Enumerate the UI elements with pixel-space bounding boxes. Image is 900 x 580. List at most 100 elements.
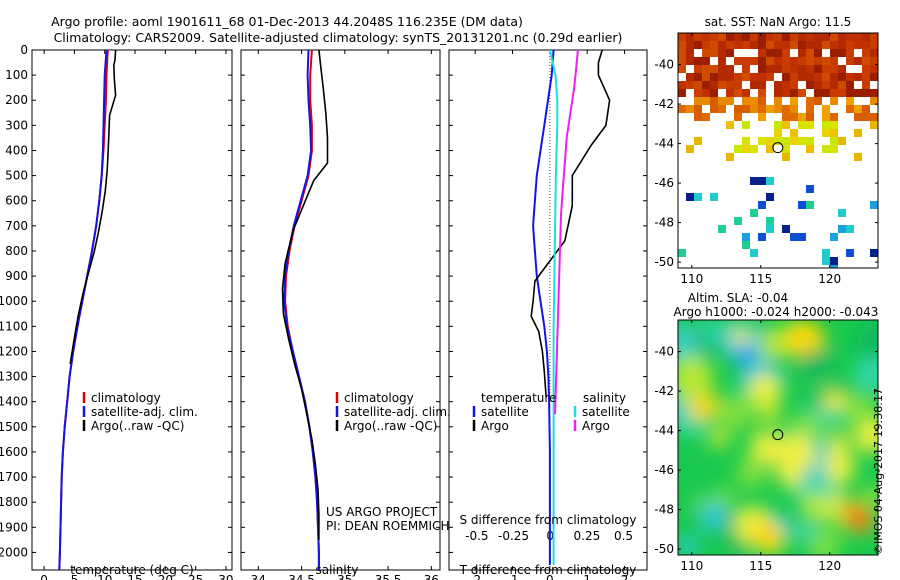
- salinity-xlabel: salinity: [315, 563, 358, 577]
- temperature-xlabel: temperature (deg C): [70, 563, 193, 577]
- series-line-satellite: [548, 49, 559, 565]
- series-line-argo: [530, 49, 611, 397]
- x-tick-label: -1: [507, 573, 519, 580]
- y-tick-label: -42: [654, 97, 674, 111]
- legend-label-t-satellite: satellite: [481, 405, 529, 419]
- y-tick-label: 1100: [0, 319, 28, 333]
- x-tick-label: 0: [546, 573, 554, 580]
- y-tick-label: 700: [5, 219, 28, 233]
- x-tick-label: 36: [424, 573, 439, 580]
- y-tick-label: -48: [654, 503, 674, 517]
- legend-label-climatology: climatology: [344, 391, 414, 405]
- salinity-axis-ticks: 34 34.5 35 35.5 36: [241, 49, 440, 580]
- y-tick-label: 800: [5, 244, 28, 258]
- x2-tick-label: -0.25: [498, 529, 529, 543]
- x-tick-label: 35: [337, 573, 352, 580]
- sla-map-frame: [677, 319, 879, 556]
- y-tick-label: 200: [5, 93, 28, 107]
- legend-title-salinity: salinity: [583, 391, 626, 405]
- sst-map-field: [678, 33, 878, 268]
- y-tick-label: -48: [654, 216, 674, 230]
- x-tick-label: 0: [40, 573, 48, 580]
- difference-xlabel: T difference from climatology: [459, 563, 637, 577]
- x-tick-label: 110: [680, 272, 703, 286]
- y-tick-label: -50: [654, 255, 674, 269]
- sla-map-title: Altim. SLA: -0.04: [688, 291, 788, 305]
- sst-map-ticks: 110 115 120 -40 -42 -44 -46 -48 -50: [654, 33, 878, 286]
- temperature-series: [58, 49, 117, 571]
- x-tick-label: 25: [188, 573, 203, 580]
- y-tick-label: 1000: [0, 294, 28, 308]
- sla-map-field: [678, 320, 878, 555]
- temperature-legend: climatology satellite-adj. clim. Argo(..…: [82, 391, 198, 433]
- project-annotation: US ARGO PROJECT: [326, 505, 438, 519]
- salinity-legend: climatology satellite-adj. clim. Argo(..…: [335, 391, 451, 433]
- x-tick-label: 20: [158, 573, 173, 580]
- y-tick-label: -44: [654, 137, 674, 151]
- x-tick-label: 30: [218, 573, 233, 580]
- y-tick-label: 1900: [0, 520, 28, 534]
- y-tick-label: -50: [654, 542, 674, 556]
- x2-tick-label: 0.25: [574, 529, 601, 543]
- sst-argo-location-marker: [772, 142, 784, 154]
- y-tick-label: 1800: [0, 495, 28, 509]
- x-tick-label: 120: [818, 272, 841, 286]
- temperature-panel-frame: [31, 49, 233, 571]
- difference-legend: temperature salinity satellite Argo sate…: [472, 391, 630, 433]
- series-line-argo---raw--qc-: [281, 49, 329, 540]
- difference-panel-frame: [448, 49, 648, 571]
- x-tick-label: 5: [71, 573, 79, 580]
- y-tick-label: -44: [654, 424, 674, 438]
- legend-label-s-argo: Argo: [582, 419, 610, 433]
- y-tick-label: 900: [5, 269, 28, 283]
- x-tick-label: -2: [469, 573, 481, 580]
- x-tick-label: 34.5: [288, 573, 315, 580]
- y-tick-label: -46: [654, 463, 674, 477]
- y-tick-label: 100: [5, 68, 28, 82]
- x-tick-label: 1: [583, 573, 591, 580]
- y-tick-label: 300: [5, 118, 28, 132]
- y-tick-label: 0: [20, 43, 28, 57]
- legend-label-argo: Argo(..raw -QC): [91, 419, 184, 433]
- series-line-argo: [554, 49, 579, 415]
- sla-map-subtitle: Argo h1000: -0.024 h2000: -0.043: [674, 305, 879, 319]
- x-tick-label: 110: [680, 559, 703, 573]
- y-tick-label: -40: [654, 345, 674, 359]
- legend-label-satellite: satellite-adj. clim.: [91, 405, 198, 419]
- y-tick-label: 500: [5, 169, 28, 183]
- legend-label-argo: Argo(..raw -QC): [344, 419, 437, 433]
- x-tick-label: 115: [749, 559, 772, 573]
- y-tick-label: 600: [5, 194, 28, 208]
- difference-series: [530, 49, 611, 565]
- series-line-satellite-adj--clim-: [283, 49, 320, 570]
- legend-title-temperature: temperature: [481, 391, 556, 405]
- y-tick-label: 1300: [0, 370, 28, 384]
- salinity-panel-frame: [240, 49, 441, 571]
- series-line-satellite-adj--clim-: [58, 49, 108, 571]
- sla-argo-location-marker: [772, 429, 784, 441]
- figure-title-line1: Argo profile: aoml 1901611_68 01-Dec-201…: [51, 14, 523, 29]
- series-line-climatology: [284, 49, 320, 570]
- y-tick-label: 400: [5, 143, 28, 157]
- series-line-climatology: [58, 49, 109, 571]
- sla-map-ticks: 110 115 120 -40 -42 -44 -46 -48 -50: [654, 320, 878, 573]
- series-line-argo---raw--qc-: [69, 49, 117, 365]
- temperature-axis-ticks: 0100200300400500600700800900100011001200…: [0, 43, 234, 580]
- pi-annotation: PI: DEAN ROEMMICH: [326, 519, 449, 533]
- legend-label-climatology: climatology: [91, 391, 161, 405]
- salinity-series: [281, 49, 329, 570]
- y-tick-label: 1700: [0, 470, 28, 484]
- legend-label-satellite: satellite-adj. clim.: [344, 405, 451, 419]
- x-tick-label: 120: [818, 559, 841, 573]
- x2-tick-label: -0.5: [465, 529, 488, 543]
- sst-map-frame: [677, 32, 879, 269]
- x-tick-label: 15: [127, 573, 142, 580]
- y-tick-label: -40: [654, 58, 674, 72]
- x-tick-label: 34: [251, 573, 266, 580]
- y-tick-label: 2000: [0, 545, 28, 559]
- x-tick-label: 115: [749, 272, 772, 286]
- y-tick-label: -46: [654, 176, 674, 190]
- series-line-satellite: [532, 49, 555, 565]
- x-tick-label: 10: [97, 573, 112, 580]
